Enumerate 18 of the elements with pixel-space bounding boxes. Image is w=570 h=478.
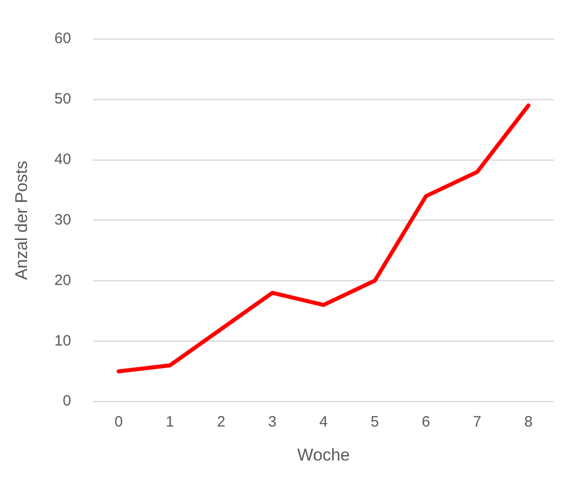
y-tick-label: 20 (54, 272, 72, 289)
y-tick-label: 50 (54, 90, 72, 108)
y-tick-label: 60 (54, 30, 72, 48)
y-tick-label: 10 (54, 332, 72, 350)
x-axis-title: Woche (297, 445, 350, 464)
y-tick-label: 40 (54, 151, 72, 168)
x-tick-label: 2 (216, 414, 226, 431)
y-axis-title: Anzal der Posts (12, 160, 31, 280)
x-tick-label: 5 (370, 414, 379, 431)
x-tick-label: 4 (319, 414, 328, 431)
y-tick-label: 30 (54, 211, 72, 228)
x-tick-label: 8 (524, 414, 533, 431)
x-tick-label: 6 (422, 414, 430, 431)
x-tick-label: 1 (166, 414, 174, 431)
y-tick-label: 0 (62, 392, 72, 410)
x-tick-label: 0 (114, 414, 123, 431)
x-tick-label: 7 (473, 414, 482, 431)
x-tick-label: 3 (268, 414, 276, 431)
